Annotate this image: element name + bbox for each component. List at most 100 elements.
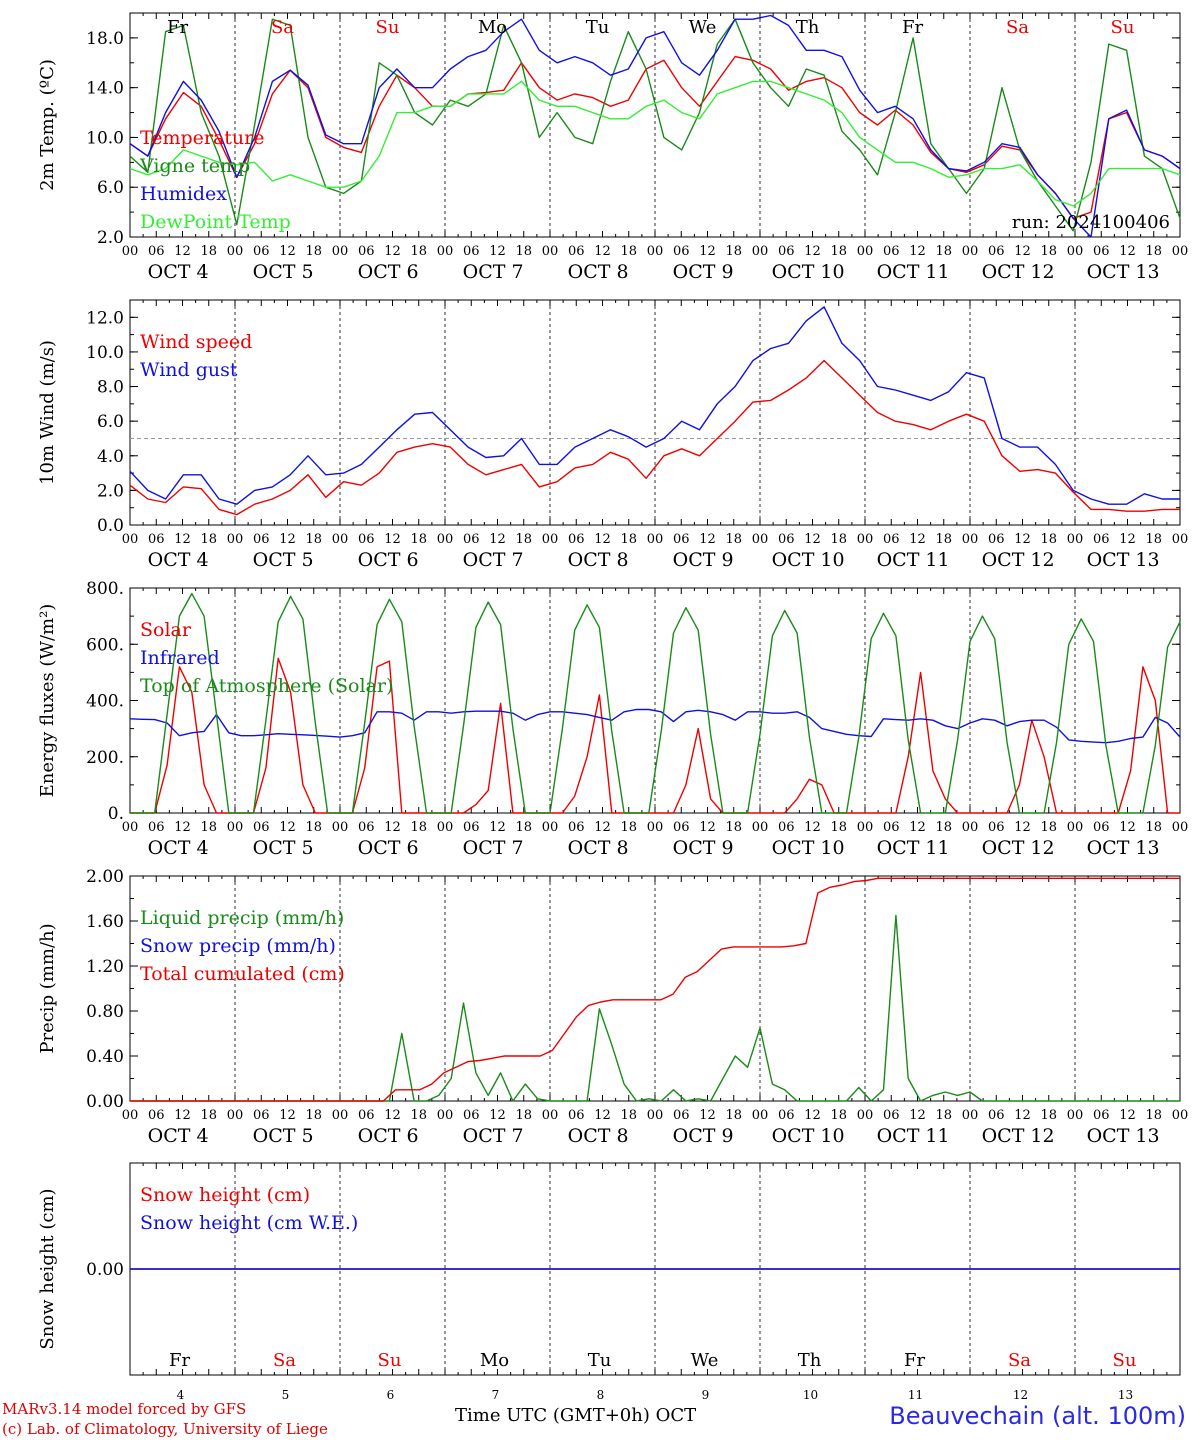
series-line-wind-gust [129, 306, 1180, 505]
x-hour-label: 12 [174, 244, 191, 259]
x-hour-label: 00 [962, 244, 979, 259]
y-tick-label: 1.20 [86, 957, 124, 977]
day-number-label: 6 [387, 1388, 395, 1402]
x-hour-label: 12 [909, 244, 926, 259]
x-hour-label: 00 [752, 1108, 769, 1123]
x-hour-label: 00 [227, 244, 244, 259]
x-hour-label: 18 [515, 532, 532, 547]
date-label: OCT 11 [877, 549, 950, 571]
date-label: OCT 13 [1087, 261, 1160, 283]
x-hour-label: 12 [279, 820, 296, 835]
x-hour-label: 06 [148, 1108, 165, 1123]
x-hour-label: 06 [673, 1108, 690, 1123]
y-axis-label: Precip (mm/h) [37, 923, 58, 1053]
legend-label: Snow height (cm W.E.) [140, 1212, 358, 1234]
x-hour-label: 12 [279, 244, 296, 259]
day-number-label: 11 [908, 1388, 923, 1402]
legend-label: Snow height (cm) [140, 1184, 310, 1206]
x-hour-label: 18 [305, 244, 322, 259]
date-label: OCT 9 [673, 837, 734, 859]
model-credit: MARv3.14 model forced by GFS [2, 1400, 247, 1418]
day-name-label: Sa [1008, 1350, 1031, 1371]
x-hour-label: 12 [804, 1108, 821, 1123]
date-label: OCT 13 [1087, 837, 1160, 859]
date-label: OCT 7 [463, 837, 524, 859]
x-hour-label: 00 [1067, 532, 1084, 547]
x-hour-label: 00 [122, 532, 139, 547]
x-hour-label: 00 [542, 820, 559, 835]
legend-label: Wind gust [140, 359, 238, 381]
legend-label: Snow precip (mm/h) [140, 935, 336, 957]
y-tick-label: 8.0 [97, 378, 124, 398]
x-hour-label: 06 [673, 820, 690, 835]
day-name-label: Su [376, 17, 400, 38]
station-name: Beauvechain (alt. 100m) [889, 1402, 1186, 1430]
day-name-label: Mo [478, 17, 507, 38]
x-hour-label: 06 [883, 532, 900, 547]
day-number-label: 13 [1118, 1388, 1133, 1402]
x-hour-label: 12 [384, 820, 401, 835]
x-hour-label: 00 [1172, 820, 1189, 835]
x-hour-label: 12 [699, 244, 716, 259]
day-name-label: Th [798, 1350, 822, 1371]
x-hour-label: 06 [568, 244, 585, 259]
run-annotation: run: 2024100406 [1012, 212, 1170, 233]
x-hour-label: 00 [437, 244, 454, 259]
date-label: OCT 5 [253, 549, 314, 571]
date-label: OCT 6 [358, 1125, 419, 1147]
x-hour-label: 06 [883, 1108, 900, 1123]
legend-label: Liquid precip (mm/h) [140, 907, 344, 929]
x-hour-label: 18 [620, 244, 637, 259]
date-label: OCT 8 [568, 837, 629, 859]
x-hour-label: 00 [857, 532, 874, 547]
day-name-label: Th [796, 17, 820, 38]
legend-label: Total cumulated (cm) [140, 963, 345, 985]
day-name-label: Sa [273, 1350, 296, 1371]
series-line-humidex [129, 14, 1181, 238]
x-hour-label: 18 [515, 244, 532, 259]
date-label: OCT 11 [877, 261, 950, 283]
time-axis-label: Time UTC (GMT+0h) OCT [455, 1405, 697, 1426]
y-tick-label: 600. [86, 635, 124, 655]
x-hour-label: 12 [279, 532, 296, 547]
x-hour-label: 18 [305, 532, 322, 547]
date-label: OCT 12 [982, 261, 1055, 283]
y-axis-label: Energy fluxes (W/m²) [37, 604, 58, 798]
date-label: OCT 4 [148, 1125, 209, 1147]
x-hour-label: 12 [489, 1108, 506, 1123]
x-hour-label: 12 [804, 532, 821, 547]
x-hour-label: 06 [358, 820, 375, 835]
x-hour-label: 18 [410, 532, 427, 547]
day-name-label: Sa [271, 17, 294, 38]
x-hour-label: 06 [988, 244, 1005, 259]
day-number-label: 10 [803, 1388, 818, 1402]
x-hour-label: 12 [594, 820, 611, 835]
x-hour-label: 12 [489, 244, 506, 259]
x-hour-label: 00 [1172, 244, 1189, 259]
date-label: OCT 8 [568, 1125, 629, 1147]
x-hour-label: 12 [1014, 1108, 1031, 1123]
day-number-label: 12 [1013, 1388, 1028, 1402]
x-hour-label: 00 [752, 532, 769, 547]
x-hour-label: 06 [148, 820, 165, 835]
x-hour-label: 06 [463, 244, 480, 259]
x-hour-label: 00 [332, 1108, 349, 1123]
x-hour-label: 12 [1119, 532, 1136, 547]
date-label: OCT 7 [463, 549, 524, 571]
date-label: OCT 5 [253, 261, 314, 283]
y-tick-label: 10.0 [86, 128, 124, 148]
x-hour-label: 12 [1119, 1108, 1136, 1123]
x-hour-label: 00 [1172, 1108, 1189, 1123]
x-hour-label: 00 [962, 820, 979, 835]
date-label: OCT 9 [673, 261, 734, 283]
y-tick-label: 0.80 [86, 1002, 124, 1022]
date-label: OCT 6 [358, 837, 419, 859]
day-name-label: We [691, 1350, 719, 1371]
x-hour-label: 12 [594, 1108, 611, 1123]
date-label: OCT 10 [772, 837, 845, 859]
x-hour-label: 18 [725, 1108, 742, 1123]
series-line-total-cumulated-cm- [130, 877, 1180, 1102]
x-hour-label: 06 [988, 532, 1005, 547]
plot-frame [129, 587, 1181, 814]
